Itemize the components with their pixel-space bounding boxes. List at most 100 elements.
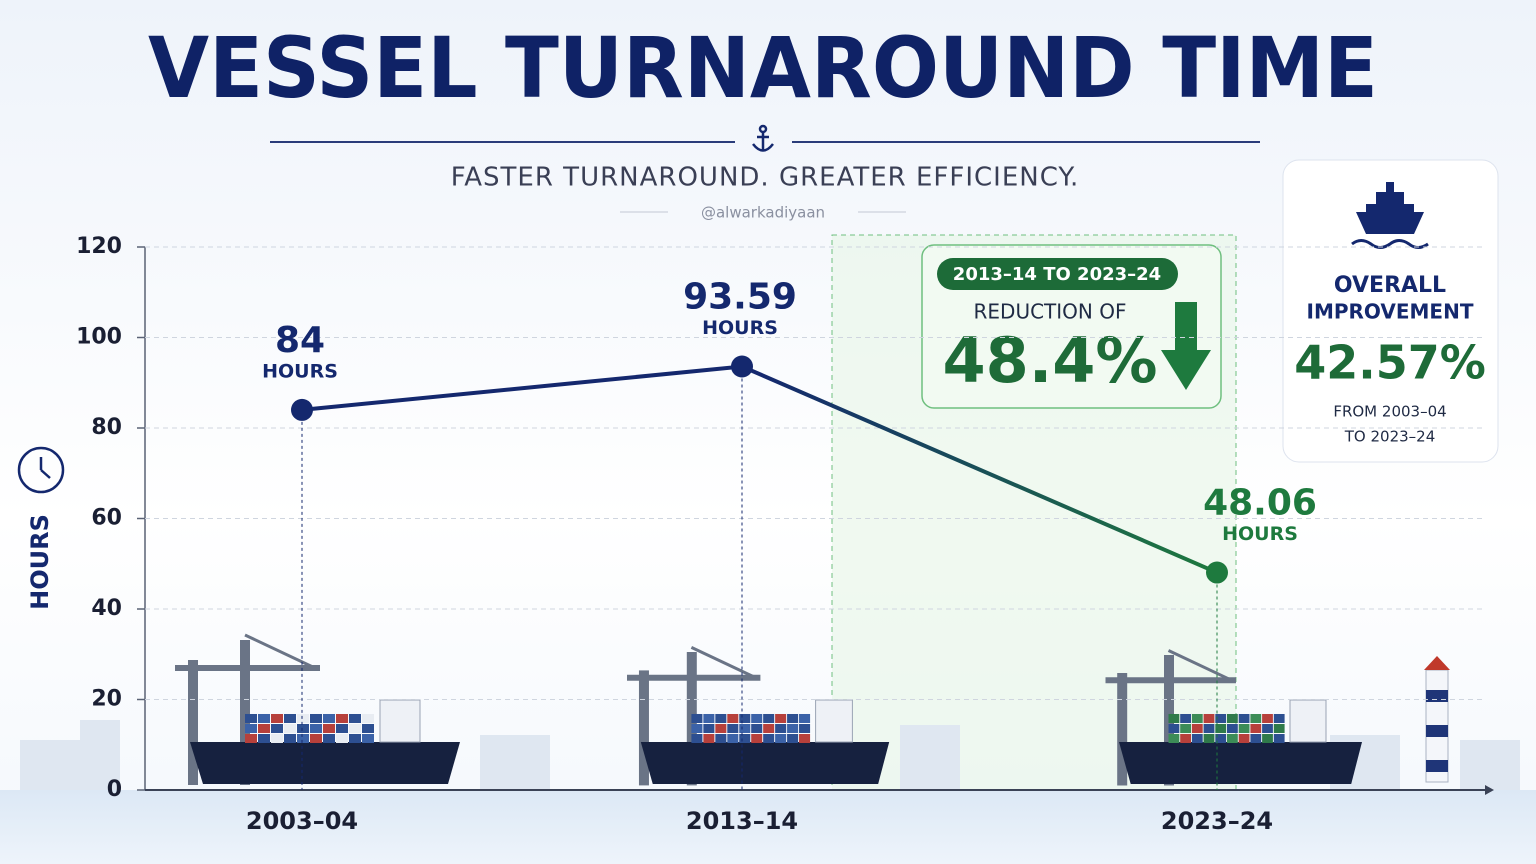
- container: [336, 714, 348, 723]
- container: [1262, 724, 1273, 733]
- container: [751, 724, 763, 733]
- container: [727, 724, 739, 733]
- crane-leg: [188, 660, 198, 785]
- y-tick-label: 80: [91, 415, 122, 440]
- reduction-value: 48.4%: [942, 324, 1157, 397]
- container: [739, 714, 751, 723]
- container: [245, 714, 257, 723]
- x-tick-label: 2023–24: [1161, 807, 1273, 835]
- ship: [1105, 649, 1362, 786]
- container: [297, 734, 309, 743]
- bridge: [1289, 699, 1327, 743]
- skyline: [900, 725, 960, 790]
- container: [349, 734, 361, 743]
- container: [1273, 724, 1285, 733]
- container: [1238, 724, 1250, 733]
- value-unit: HOURS: [702, 317, 778, 339]
- crane-leg: [638, 670, 649, 786]
- container: [1227, 714, 1238, 723]
- lighthouse-stripe: [1426, 690, 1448, 702]
- container: [1203, 714, 1215, 723]
- clock-icon: [17, 446, 65, 494]
- hull: [190, 742, 460, 784]
- container: [271, 714, 283, 723]
- container: [1203, 724, 1215, 733]
- container: [1180, 734, 1191, 743]
- container: [297, 724, 309, 733]
- container: [362, 714, 374, 723]
- container: [799, 714, 811, 723]
- container: [691, 734, 703, 743]
- container: [336, 734, 348, 743]
- water: [0, 790, 1536, 864]
- y-tick-label: 120: [76, 234, 122, 259]
- period-badge: 2013–14 TO 2023–24: [953, 264, 1161, 285]
- value-label: 93.59: [683, 277, 797, 318]
- container: [1250, 724, 1262, 733]
- value-label: 48.06: [1203, 483, 1317, 524]
- y-tick-label: 60: [91, 506, 122, 531]
- overall-box: [1282, 159, 1499, 463]
- y-tick-label: 0: [107, 777, 122, 802]
- container: [691, 714, 703, 723]
- container: [323, 724, 335, 733]
- skyline: [480, 735, 550, 790]
- overall-value: 42.57%: [1294, 336, 1486, 390]
- point: [1206, 561, 1228, 584]
- chart-title: VESSEL TURNAROUND TIME: [148, 19, 1378, 117]
- overall-period: TO 2023–24: [1344, 428, 1436, 446]
- overall-title: OVERALL: [1334, 273, 1446, 298]
- container: [1262, 714, 1273, 723]
- container: [362, 724, 374, 733]
- container: [310, 734, 322, 743]
- container: [787, 734, 799, 743]
- crane-leg: [1117, 673, 1128, 786]
- container: [691, 724, 703, 733]
- crane-arm: [1167, 649, 1233, 682]
- container: [715, 714, 727, 723]
- container: [245, 724, 257, 733]
- container: [1191, 734, 1203, 743]
- container: [362, 734, 374, 743]
- container: [284, 734, 296, 743]
- period-badge-bg: [937, 258, 1178, 290]
- container: [349, 724, 361, 733]
- container: [284, 724, 296, 733]
- container: [715, 724, 727, 733]
- container: [349, 714, 361, 723]
- container: [787, 724, 799, 733]
- container: [1168, 714, 1180, 723]
- container: [1168, 734, 1180, 743]
- container: [258, 724, 270, 733]
- container: [310, 714, 322, 723]
- container: [1227, 724, 1238, 733]
- crane-arm: [690, 646, 757, 680]
- container: [1191, 724, 1203, 733]
- hull: [640, 742, 890, 784]
- container: [1250, 714, 1262, 723]
- container: [1238, 734, 1250, 743]
- x-axis-arrow: [1485, 785, 1494, 795]
- value-unit: HOURS: [1222, 523, 1298, 545]
- container: [1191, 714, 1203, 723]
- point: [291, 398, 313, 421]
- value-label: 84: [275, 320, 325, 361]
- y-tick-label: 100: [76, 325, 122, 350]
- container: [751, 714, 763, 723]
- container: [1262, 734, 1273, 743]
- container: [703, 724, 715, 733]
- container: [739, 724, 751, 733]
- container: [763, 734, 775, 743]
- container: [310, 724, 322, 733]
- container: [284, 714, 296, 723]
- container: [1227, 734, 1238, 743]
- container: [1180, 724, 1191, 733]
- container: [297, 714, 309, 723]
- value-unit: HOURS: [262, 360, 338, 382]
- ship: [175, 633, 460, 785]
- container: [799, 724, 811, 733]
- container: [245, 734, 257, 743]
